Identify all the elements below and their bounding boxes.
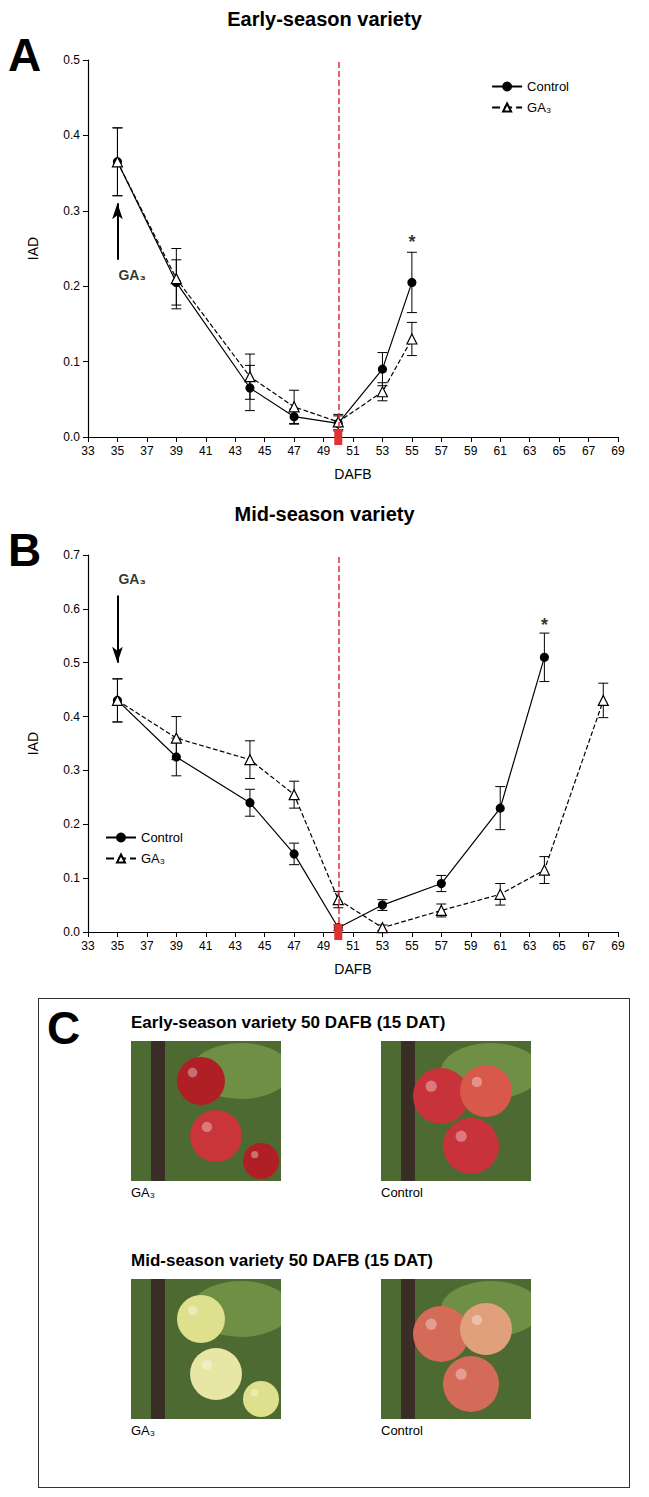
svg-text:59: 59 [464,444,478,458]
svg-text:DAFB: DAFB [334,466,371,482]
svg-text:0.7: 0.7 [63,548,80,562]
svg-text:67: 67 [582,444,596,458]
svg-text:IAD: IAD [25,732,41,755]
svg-text:Early-season variety: Early-season variety [227,8,422,30]
svg-text:45: 45 [258,444,272,458]
svg-text:37: 37 [140,444,154,458]
svg-text:Mid-season variety: Mid-season variety [234,503,415,525]
svg-text:Control: Control [527,79,569,94]
svg-text:55: 55 [405,444,419,458]
svg-text:47: 47 [287,939,301,953]
html-text:Control: Control [381,1185,423,1200]
svg-text:Control: Control [141,830,183,845]
svg-text:0.2: 0.2 [63,817,80,831]
svg-text:69: 69 [611,444,625,458]
svg-text:57: 57 [435,444,449,458]
svg-text:63: 63 [523,939,537,953]
svg-text:0.2: 0.2 [63,279,80,293]
svg-text:61: 61 [494,444,508,458]
svg-text:41: 41 [199,444,213,458]
svg-text:GA₃: GA₃ [141,851,165,866]
svg-text:35: 35 [111,444,125,458]
svg-text:47: 47 [287,444,301,458]
svg-text:45: 45 [258,939,272,953]
svg-text:43: 43 [229,939,243,953]
svg-text:65: 65 [552,939,566,953]
svg-text:0.5: 0.5 [63,53,80,67]
svg-text:53: 53 [376,444,390,458]
html-text:Control: Control [381,1423,423,1438]
svg-text:43: 43 [229,444,243,458]
svg-text:0.3: 0.3 [63,204,80,218]
svg-text:37: 37 [140,939,154,953]
svg-text:0.3: 0.3 [63,763,80,777]
svg-text:49: 49 [317,444,331,458]
svg-text:0.5: 0.5 [63,656,80,670]
svg-text:63: 63 [523,444,537,458]
svg-text:A: A [8,29,41,81]
svg-text:39: 39 [170,939,184,953]
html-text:Early-season variety 50 DAFB (: Early-season variety 50 DAFB (15 DAT) [131,1013,446,1032]
svg-text:*: * [408,232,415,252]
html-text:GA₃: GA₃ [131,1423,156,1438]
svg-text:0.1: 0.1 [63,355,80,369]
svg-text:61: 61 [494,939,508,953]
svg-text:33: 33 [81,444,95,458]
svg-text:B: B [8,524,41,576]
svg-text:53: 53 [376,939,390,953]
svg-text:IAD: IAD [25,237,41,260]
svg-text:41: 41 [199,939,213,953]
svg-text:67: 67 [582,939,596,953]
html-text:Mid-season variety 50 DAFB (15: Mid-season variety 50 DAFB (15 DAT) [131,1251,433,1270]
html-text:C: C [47,1002,81,1054]
html-text:GA₃: GA₃ [131,1185,156,1200]
svg-text:49: 49 [317,939,331,953]
svg-text:59: 59 [464,939,478,953]
svg-text:DAFB: DAFB [334,961,371,977]
svg-text:GA₃: GA₃ [118,571,145,587]
svg-text:39: 39 [170,444,184,458]
svg-text:51: 51 [346,444,360,458]
svg-text:0.6: 0.6 [63,602,80,616]
svg-text:65: 65 [552,444,566,458]
svg-text:51: 51 [346,939,360,953]
svg-text:GA₃: GA₃ [527,100,551,115]
svg-text:0.0: 0.0 [63,430,80,444]
svg-text:0.0: 0.0 [63,925,80,939]
svg-text:33: 33 [81,939,95,953]
svg-text:35: 35 [111,939,125,953]
svg-text:0.4: 0.4 [63,128,80,142]
svg-text:0.1: 0.1 [63,871,80,885]
svg-text:*: * [541,615,548,635]
svg-text:0.4: 0.4 [63,710,80,724]
svg-text:69: 69 [611,939,625,953]
svg-text:55: 55 [405,939,419,953]
svg-text:GA₃: GA₃ [118,267,145,283]
svg-text:57: 57 [435,939,449,953]
